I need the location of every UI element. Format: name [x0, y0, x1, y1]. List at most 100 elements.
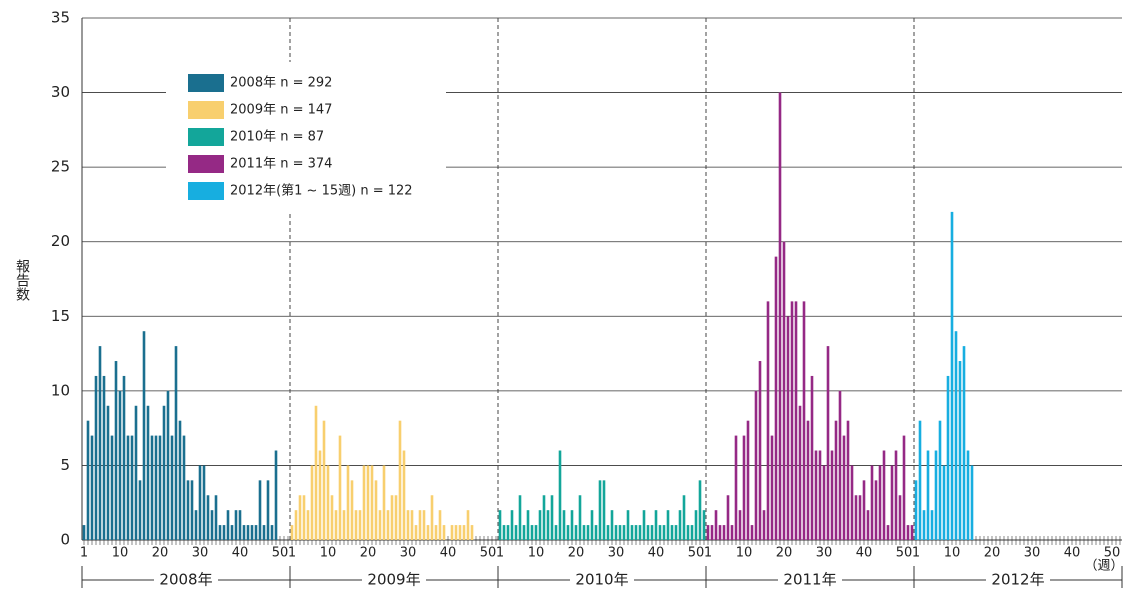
x-tick-label: 1	[704, 546, 712, 561]
bar	[706, 525, 710, 540]
bar	[826, 346, 830, 540]
bar	[722, 525, 726, 540]
year-label-bg	[154, 570, 218, 589]
bar	[426, 525, 430, 540]
x-tick-label: 40	[856, 546, 873, 561]
legend-swatch	[188, 74, 224, 92]
bar	[758, 361, 762, 540]
x-tick-label: 10	[944, 546, 961, 561]
bar	[762, 510, 766, 540]
bar	[390, 495, 394, 540]
bar	[922, 510, 926, 540]
bar	[498, 510, 502, 540]
bar	[322, 420, 326, 540]
bar	[582, 525, 586, 540]
bar	[378, 510, 382, 540]
bar	[310, 465, 314, 540]
bar	[318, 450, 322, 540]
x-tick-label: 40	[232, 546, 249, 561]
legend-swatch	[188, 128, 224, 146]
x-unit: （週）	[1084, 559, 1123, 574]
bar	[578, 495, 582, 540]
bar	[690, 525, 694, 540]
bar	[526, 510, 530, 540]
bar	[510, 510, 514, 540]
x-tick-label: 30	[608, 546, 625, 561]
y-tick-label: 0	[60, 531, 70, 549]
bar	[334, 510, 338, 540]
bar	[430, 495, 434, 540]
bar	[630, 525, 634, 540]
bar	[258, 480, 262, 540]
bar	[686, 525, 690, 540]
bar	[218, 525, 222, 540]
bar	[106, 405, 110, 540]
bar	[166, 390, 170, 540]
bar	[130, 435, 134, 540]
bar	[98, 346, 102, 540]
bar	[830, 450, 834, 540]
bar	[550, 495, 554, 540]
x-tick-label: 10	[736, 546, 753, 561]
bar	[882, 450, 886, 540]
bar	[382, 465, 386, 540]
bar	[238, 510, 242, 540]
bar	[402, 450, 406, 540]
bar	[366, 465, 370, 540]
bar	[702, 510, 706, 540]
bar	[538, 510, 542, 540]
legend-swatch	[188, 182, 224, 200]
bar	[822, 465, 826, 540]
bar	[894, 450, 898, 540]
bar	[150, 435, 154, 540]
year-label: 2011年	[783, 571, 836, 589]
bar	[642, 510, 646, 540]
bar	[606, 525, 610, 540]
bar	[190, 480, 194, 540]
bar	[170, 435, 174, 540]
bar	[654, 510, 658, 540]
bar	[694, 510, 698, 540]
bar	[634, 525, 638, 540]
bar	[946, 375, 950, 540]
bar	[262, 525, 266, 540]
bar	[470, 525, 474, 540]
x-tick-label: 1	[496, 546, 504, 561]
bar	[770, 435, 774, 540]
bar	[338, 435, 342, 540]
bar	[850, 465, 854, 540]
y-tick-label: 20	[51, 232, 70, 250]
bar	[918, 420, 922, 540]
bar	[126, 435, 130, 540]
bar	[838, 390, 842, 540]
bar	[90, 435, 94, 540]
bar	[354, 510, 358, 540]
bar	[914, 480, 918, 540]
bar	[558, 450, 562, 540]
bar	[814, 450, 818, 540]
bar	[938, 420, 942, 540]
y-tick-label: 10	[51, 381, 70, 399]
bar	[462, 525, 466, 540]
bar	[246, 525, 250, 540]
bar	[206, 495, 210, 540]
bar	[670, 525, 674, 540]
x-tick-label: 50	[896, 546, 913, 561]
bar	[782, 241, 786, 540]
bar	[554, 525, 558, 540]
y-tick-label: 5	[60, 456, 70, 474]
bar	[766, 301, 770, 540]
bar	[942, 465, 946, 540]
x-tick-label: 20	[776, 546, 793, 561]
x-tick-label: 20	[568, 546, 585, 561]
bar	[874, 480, 878, 540]
bar	[742, 435, 746, 540]
bar	[546, 510, 550, 540]
x-tick-label: 40	[1064, 546, 1081, 561]
bar	[594, 525, 598, 540]
bar	[774, 256, 778, 540]
bar	[658, 525, 662, 540]
bar	[750, 525, 754, 540]
bar	[158, 435, 162, 540]
bar	[726, 495, 730, 540]
